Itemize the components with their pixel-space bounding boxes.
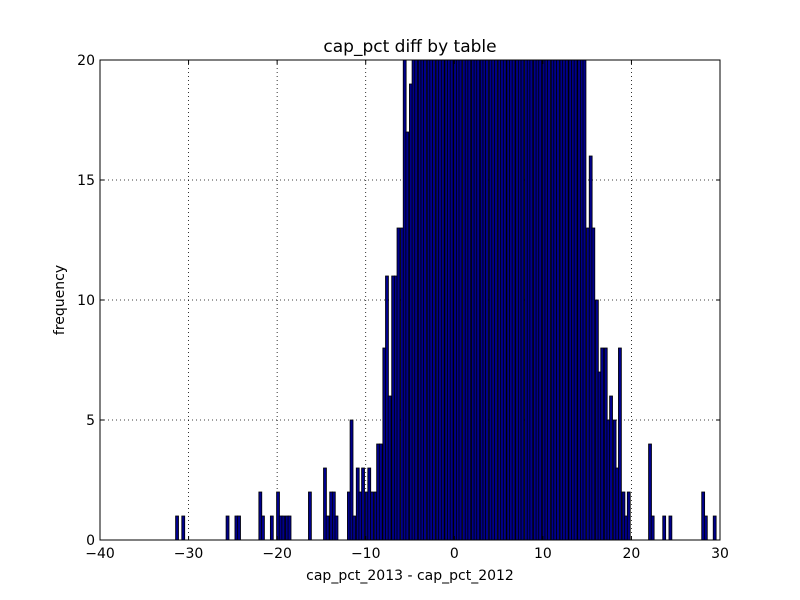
ticks: −40 −30 −20 −10 0 10 20 30 0 5 10 15 20 bbox=[77, 53, 729, 562]
histogram-bar bbox=[325, 515, 330, 541]
y-tick-label: 10 bbox=[77, 293, 95, 309]
x-axis-label: cap_pct_2013 - cap_pct_2012 bbox=[306, 568, 514, 584]
histogram-bar bbox=[467, 59, 472, 541]
y-axis-label: frequency bbox=[52, 265, 68, 335]
histogram-bar bbox=[458, 59, 463, 541]
histogram-bar bbox=[432, 59, 436, 541]
histogram-bar bbox=[650, 515, 655, 541]
histogram-bar bbox=[502, 59, 507, 541]
y-tick-label: 20 bbox=[77, 53, 95, 69]
x-tick-label: −10 bbox=[351, 546, 381, 562]
histogram-bar bbox=[703, 515, 708, 541]
histogram-bar bbox=[281, 515, 286, 541]
histogram-bar bbox=[529, 59, 534, 541]
histogram-bar bbox=[668, 515, 673, 541]
x-tick-label: 0 bbox=[450, 546, 459, 562]
histogram-bar bbox=[564, 59, 569, 541]
histogram-bar bbox=[396, 227, 401, 541]
histogram-bar bbox=[547, 59, 551, 541]
histogram-bar bbox=[387, 395, 392, 541]
histogram-bar bbox=[511, 59, 516, 541]
histogram-bar bbox=[609, 395, 613, 541]
histogram-bar bbox=[269, 515, 274, 541]
histogram-bar bbox=[352, 515, 357, 541]
histogram-bar bbox=[414, 59, 419, 541]
histogram-bar bbox=[440, 59, 445, 541]
histogram-bar bbox=[287, 515, 292, 541]
histogram-bar bbox=[712, 515, 717, 541]
histogram-bar bbox=[662, 515, 667, 541]
histogram-bar bbox=[423, 59, 427, 541]
histogram-bar bbox=[261, 515, 265, 541]
histogram-bar bbox=[618, 347, 622, 541]
histogram-bar bbox=[449, 59, 454, 541]
histogram-bar bbox=[538, 59, 543, 541]
histogram-bar bbox=[237, 515, 241, 541]
histogram-bar bbox=[485, 59, 489, 541]
chart-title: cap_pct diff by table bbox=[323, 37, 496, 57]
histogram-bar bbox=[573, 59, 578, 541]
histogram-bar bbox=[600, 347, 605, 541]
x-tick-label: −30 bbox=[174, 546, 204, 562]
histogram-bar bbox=[378, 443, 383, 541]
histogram-bar bbox=[556, 59, 560, 541]
x-tick-label: −20 bbox=[262, 546, 292, 562]
histogram-bar bbox=[520, 59, 525, 541]
histogram-bar bbox=[591, 227, 596, 541]
y-tick-label: 15 bbox=[77, 173, 95, 189]
histogram-bar bbox=[225, 515, 230, 541]
x-tick-label: 10 bbox=[534, 546, 552, 562]
histogram-bar bbox=[308, 491, 312, 541]
histogram-bar bbox=[181, 515, 186, 541]
x-tick-label: 30 bbox=[711, 546, 729, 562]
histogram-bar bbox=[361, 467, 365, 541]
x-tick-label: 20 bbox=[623, 546, 641, 562]
x-tick-label: −40 bbox=[85, 546, 115, 562]
histogram-bar bbox=[175, 515, 179, 541]
histogram-bar bbox=[582, 59, 587, 541]
histogram-bar bbox=[405, 131, 410, 541]
histogram-bar bbox=[334, 515, 339, 541]
y-tick-label: 0 bbox=[86, 533, 95, 549]
histogram-bar bbox=[626, 491, 631, 541]
y-tick-label: 5 bbox=[86, 413, 95, 429]
histogram-bar bbox=[494, 59, 498, 541]
histogram-bar bbox=[370, 491, 374, 541]
histogram-bar bbox=[476, 59, 481, 541]
